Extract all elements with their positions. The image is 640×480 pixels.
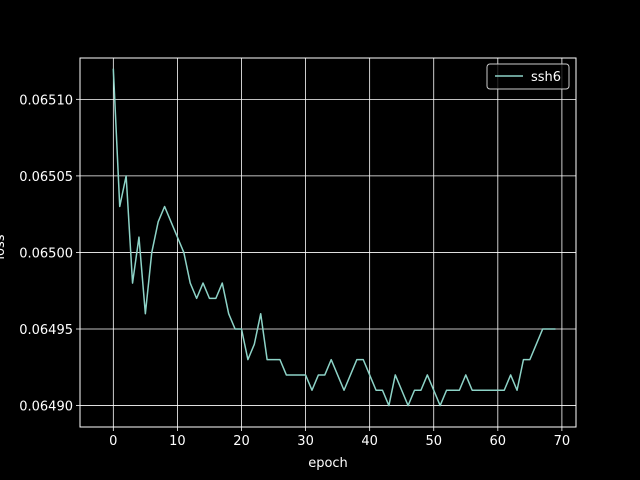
y-axis-label: loss (0, 234, 8, 259)
series-line-ssh6 (112, 68, 556, 407)
x-tick-label: 0 (109, 434, 117, 449)
axes-frame (79, 57, 577, 428)
y-tick-label: 0.06500 (19, 246, 73, 261)
legend: ssh6 (486, 63, 570, 90)
y-tick-label: 0.06490 (19, 400, 73, 415)
y-tick-label: 0.06495 (19, 323, 73, 338)
y-axis-ticks: 0.06490 0.06495 0.06500 0.06505 0.06510 (19, 93, 80, 415)
x-tick-label: 50 (425, 434, 442, 449)
x-tick-label: 20 (233, 434, 250, 449)
legend-box (486, 63, 570, 90)
y-tick-label: 0.06510 (19, 93, 73, 108)
x-tick-label: 70 (554, 434, 571, 449)
x-tick-label: 30 (297, 434, 314, 449)
grid (80, 58, 576, 427)
plot-border (79, 57, 577, 428)
x-tick-label: 60 (490, 434, 507, 449)
x-axis-ticks: 0 10 20 30 40 50 60 70 (109, 427, 570, 449)
x-axis-label: epoch (308, 456, 348, 471)
y-tick-label: 0.06505 (19, 170, 73, 185)
series-group (112, 68, 556, 407)
legend-label: ssh6 (531, 70, 561, 85)
x-tick-label: 10 (169, 434, 186, 449)
x-tick-label: 40 (361, 434, 378, 449)
